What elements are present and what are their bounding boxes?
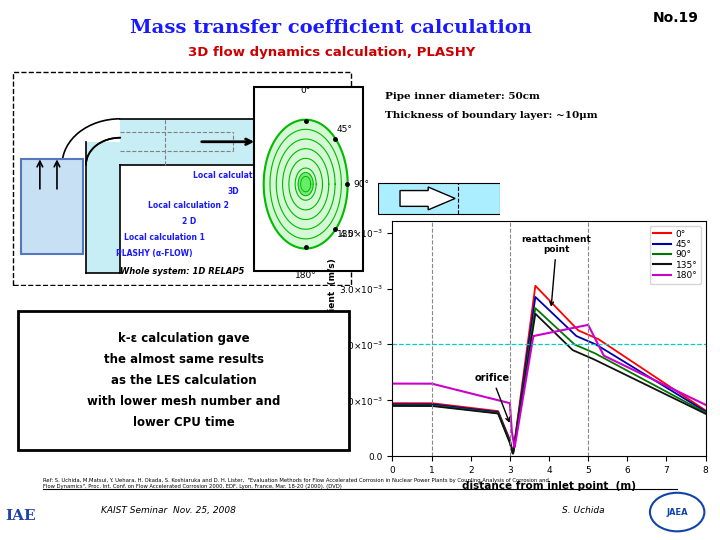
45° bbox=[420, 401, 428, 408]
Text: Local calculation 1: Local calculation 1 bbox=[125, 233, 205, 242]
90° bbox=[508, 450, 517, 457]
Text: Thickness of boundary layer: ~10μm: Thickness of boundary layer: ~10μm bbox=[385, 111, 598, 120]
Bar bbox=[120, 119, 346, 165]
Polygon shape bbox=[298, 172, 313, 195]
Text: PLASHY (α-FLOW): PLASHY (α-FLOW) bbox=[116, 249, 193, 258]
90° bbox=[639, 376, 647, 382]
90° bbox=[701, 409, 710, 416]
45° bbox=[531, 294, 540, 300]
Line: 135°: 135° bbox=[392, 314, 706, 454]
Text: orifice: orifice bbox=[474, 373, 510, 422]
135° bbox=[420, 403, 428, 409]
135° bbox=[633, 377, 642, 384]
180° bbox=[639, 372, 647, 378]
Text: Pipe inner diameter: 50cm: Pipe inner diameter: 50cm bbox=[385, 92, 540, 101]
135° bbox=[604, 363, 613, 369]
90° bbox=[604, 357, 613, 363]
Text: Local calculation 3: Local calculation 3 bbox=[193, 171, 274, 180]
0° bbox=[531, 282, 540, 289]
Text: 3D: 3D bbox=[228, 187, 239, 196]
Polygon shape bbox=[301, 177, 311, 192]
135° bbox=[639, 380, 647, 387]
Text: 3D flow dynamics calculation, PLASHY: 3D flow dynamics calculation, PLASHY bbox=[187, 46, 475, 59]
Text: Mass transfer coefficient calculation: Mass transfer coefficient calculation bbox=[130, 19, 532, 37]
90° bbox=[515, 409, 523, 416]
Text: Whole system: 1D RELAP5: Whole system: 1D RELAP5 bbox=[120, 267, 244, 276]
0° bbox=[508, 450, 517, 456]
0° bbox=[639, 366, 647, 372]
90° bbox=[531, 305, 540, 312]
Text: 2 D: 2 D bbox=[181, 217, 196, 226]
90° bbox=[420, 402, 428, 409]
180° bbox=[633, 369, 642, 375]
Bar bbox=[86, 141, 120, 273]
FancyArrow shape bbox=[400, 187, 455, 210]
Text: JAEA: JAEA bbox=[666, 508, 688, 517]
Text: S. Uchida: S. Uchida bbox=[562, 506, 604, 515]
Text: No.19: No.19 bbox=[652, 11, 698, 25]
Text: IAE: IAE bbox=[5, 509, 35, 523]
Text: 0°: 0° bbox=[300, 86, 311, 95]
Text: reattachment
point: reattachment point bbox=[521, 235, 591, 306]
Text: 135°: 135° bbox=[337, 230, 359, 239]
45° bbox=[526, 326, 535, 333]
Text: 45°: 45° bbox=[337, 125, 353, 134]
0° bbox=[420, 400, 428, 407]
45° bbox=[639, 370, 647, 376]
0° bbox=[515, 402, 523, 409]
180° bbox=[515, 416, 523, 422]
90° bbox=[388, 402, 397, 409]
Text: Ref: S. Uchida, M.Matsui, Y. Uehara, H. Okada, S. Koshiaruka and D. H. Lister,  : Ref: S. Uchida, M.Matsui, Y. Uehara, H. … bbox=[43, 478, 549, 489]
Line: 45°: 45° bbox=[392, 297, 706, 453]
180° bbox=[701, 402, 710, 408]
45° bbox=[701, 408, 710, 415]
Line: 0°: 0° bbox=[392, 286, 706, 453]
135° bbox=[508, 450, 517, 457]
0° bbox=[526, 318, 535, 324]
45° bbox=[604, 349, 613, 355]
0° bbox=[701, 407, 710, 414]
180° bbox=[420, 380, 428, 387]
180° bbox=[510, 444, 519, 450]
135° bbox=[701, 410, 710, 417]
Text: 90°: 90° bbox=[354, 180, 369, 188]
Y-axis label: mass transfer coefficient  (m/s): mass transfer coefficient (m/s) bbox=[328, 259, 337, 419]
45° bbox=[515, 406, 523, 412]
Text: k-ε calculation gave
the almost same results
as the LES calculation
with lower m: k-ε calculation gave the almost same res… bbox=[87, 332, 280, 429]
135° bbox=[526, 340, 535, 346]
Text: 180°: 180° bbox=[294, 271, 317, 280]
0° bbox=[604, 342, 613, 349]
Text: KAIST Seminar  Nov. 25, 2008: KAIST Seminar Nov. 25, 2008 bbox=[101, 506, 235, 515]
180° bbox=[604, 354, 613, 361]
135° bbox=[531, 310, 540, 317]
X-axis label: distance from inlet point  (m): distance from inlet point (m) bbox=[462, 481, 636, 490]
Text: Local calculation 2: Local calculation 2 bbox=[148, 201, 229, 210]
180° bbox=[584, 322, 593, 328]
180° bbox=[526, 349, 535, 355]
Legend: 0°, 45°, 90°, 135°, 180°: 0°, 45°, 90°, 135°, 180° bbox=[649, 226, 701, 284]
45° bbox=[508, 450, 517, 456]
90° bbox=[526, 335, 535, 342]
Bar bbox=[254, 87, 363, 271]
90° bbox=[633, 373, 642, 379]
135° bbox=[515, 411, 523, 417]
Bar bbox=[21, 159, 83, 254]
Line: 180°: 180° bbox=[392, 325, 706, 447]
45° bbox=[388, 401, 397, 408]
0° bbox=[633, 362, 642, 368]
180° bbox=[388, 380, 397, 387]
Polygon shape bbox=[264, 120, 348, 248]
135° bbox=[388, 403, 397, 409]
45° bbox=[633, 367, 642, 373]
0° bbox=[388, 400, 397, 407]
Line: 90°: 90° bbox=[392, 308, 706, 454]
